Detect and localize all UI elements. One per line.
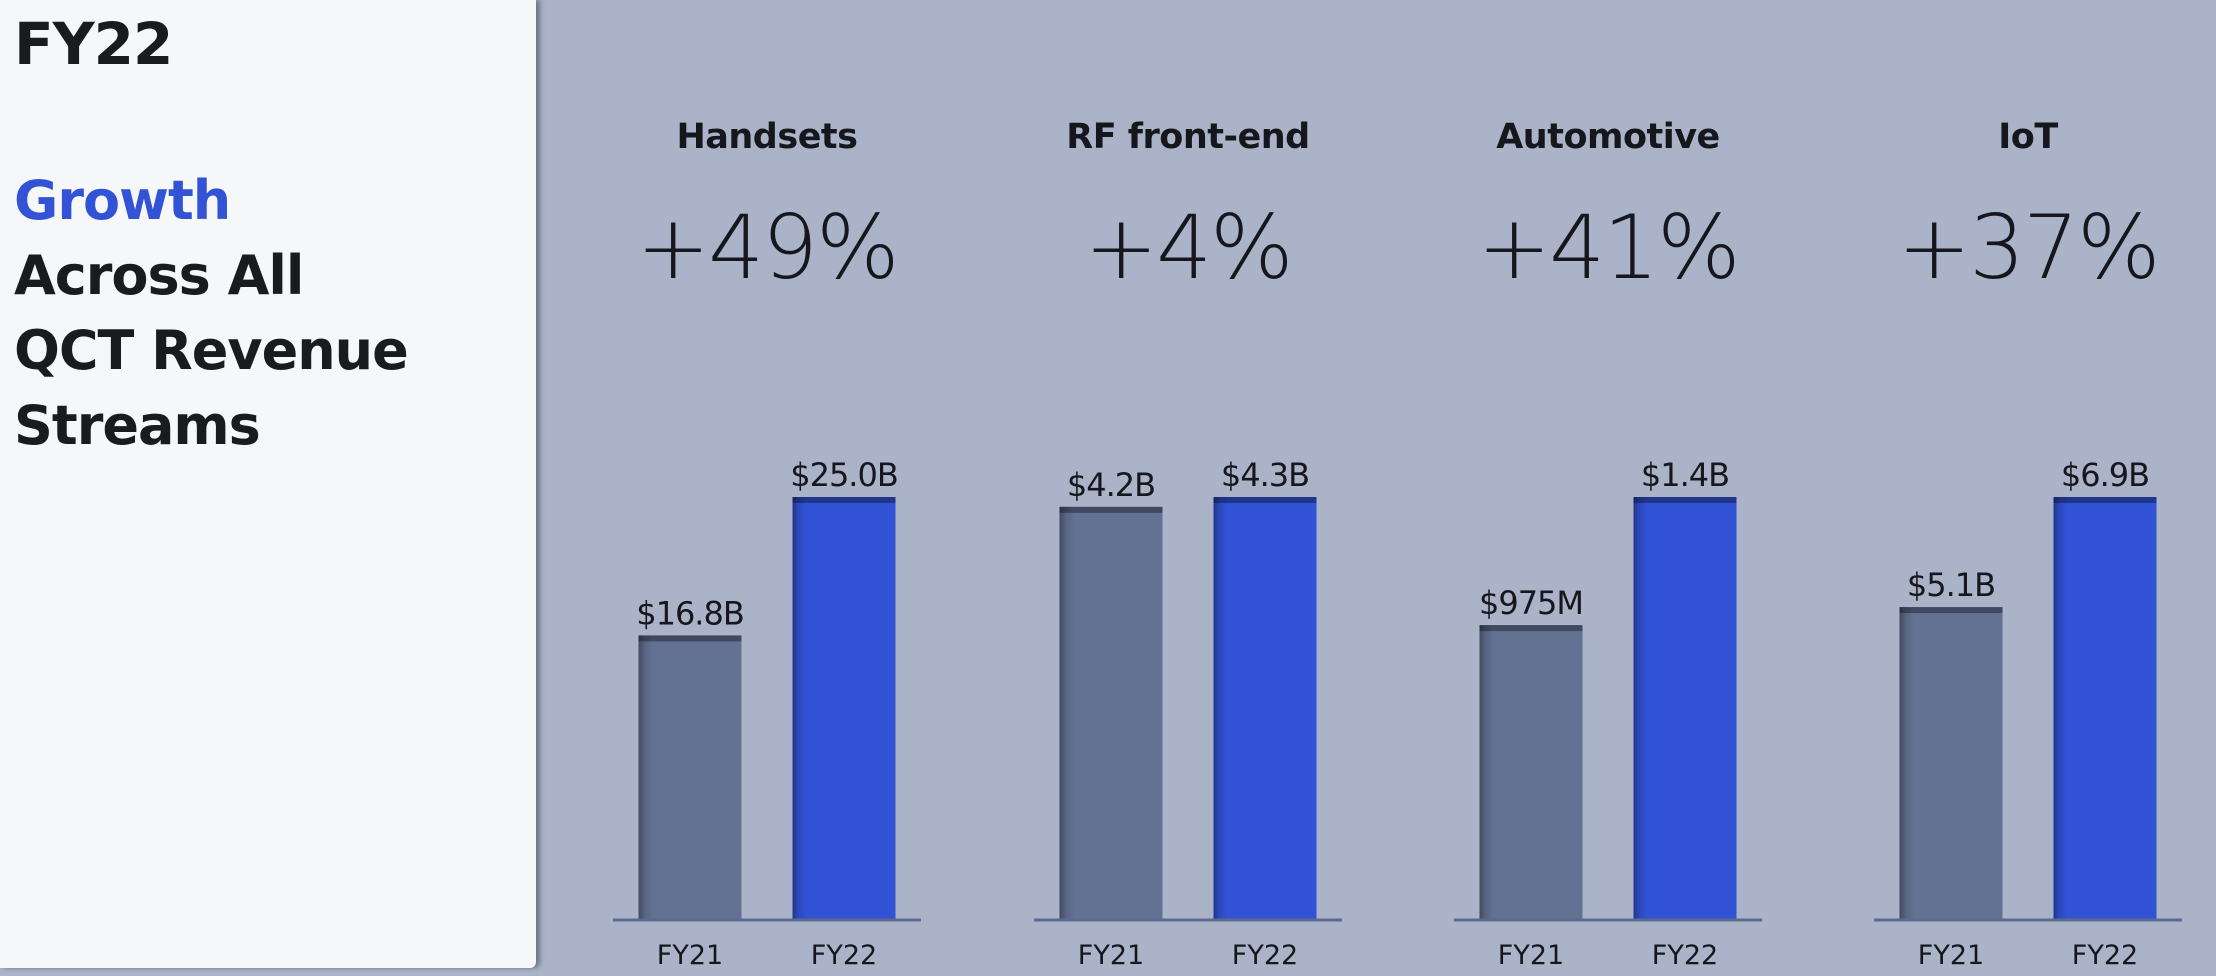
bar-top-edge-iot-fy21 <box>1899 607 2003 614</box>
tick-label-automotive-fy21: FY21 <box>1498 940 1564 971</box>
tick-label-iot-fy22: FY22 <box>2072 940 2138 971</box>
bar-shade-iot-fy22 <box>2053 497 2157 919</box>
growth-percent-handsets: +49% <box>636 196 897 299</box>
data-label-rf-front-end-fy21: $4.2B <box>1067 466 1155 504</box>
bar-top-edge-automotive-fy21 <box>1479 625 1583 632</box>
chart-title-handsets: Handsets <box>676 117 857 157</box>
bar-top-edge-rf-front-end-fy22 <box>1213 497 1317 503</box>
headline-line-1: Across All <box>14 244 304 307</box>
data-label-rf-front-end-fy22: $4.3B <box>1221 456 1309 494</box>
bar-top-edge-handsets-fy21 <box>638 635 742 642</box>
tick-label-automotive-fy22: FY22 <box>1652 940 1718 971</box>
bar-shade-automotive-fy21 <box>1479 625 1583 919</box>
data-label-handsets-fy21: $16.8B <box>636 594 744 632</box>
bar-top-edge-handsets-fy22 <box>792 497 896 503</box>
tick-label-handsets-fy22: FY22 <box>811 940 877 971</box>
chart-title-automotive: Automotive <box>1496 117 1720 157</box>
data-label-automotive-fy21: $975M <box>1479 584 1583 622</box>
bar-shade-handsets-fy21 <box>638 635 742 919</box>
headline-accent: Growth <box>14 169 231 232</box>
tick-label-iot-fy21: FY21 <box>1918 940 1984 971</box>
headline: Growth Across All QCT Revenue Streams <box>14 163 409 463</box>
bar-shade-handsets-fy22 <box>792 497 896 919</box>
bar-top-edge-automotive-fy22 <box>1633 497 1737 503</box>
chart-title-iot: IoT <box>1998 117 2058 157</box>
chart-title-rf-front-end: RF front-end <box>1066 117 1309 157</box>
fiscal-year-label: FY22 <box>14 10 173 78</box>
chart-group-iot: IoT +37% $5.1B FY21 $6.9B FY22 <box>1874 117 2182 971</box>
growth-percent-iot: +37% <box>1897 196 2158 299</box>
bar-top-edge-rf-front-end-fy21 <box>1059 506 1163 513</box>
data-label-handsets-fy22: $25.0B <box>790 456 898 494</box>
bar-shade-automotive-fy22 <box>1633 497 1737 919</box>
chart-group-handsets: Handsets +49% $16.8B FY21 $25.0B FY22 <box>613 117 921 971</box>
tick-label-rf-front-end-fy22: FY22 <box>1232 940 1298 971</box>
bar-top-edge-iot-fy22 <box>2053 497 2157 503</box>
bar-shade-rf-front-end-fy21 <box>1059 506 1163 919</box>
headline-line-2: QCT Revenue <box>14 319 409 382</box>
bar-shade-iot-fy21 <box>1899 607 2003 919</box>
tick-label-handsets-fy21: FY21 <box>657 940 723 971</box>
tick-label-rf-front-end-fy21: FY21 <box>1078 940 1144 971</box>
data-label-automotive-fy22: $1.4B <box>1641 456 1729 494</box>
data-label-iot-fy21: $5.1B <box>1907 566 1995 604</box>
growth-percent-automotive: +41% <box>1477 196 1738 299</box>
chart-group-automotive: Automotive +41% $975M FY21 $1.4B FY22 <box>1454 117 1762 971</box>
chart-group-rf-front-end: RF front-end +4% $4.2B FY21 $4.3B FY22 <box>1034 117 1342 971</box>
bar-shade-rf-front-end-fy22 <box>1213 497 1317 919</box>
headline-line-3: Streams <box>14 394 261 457</box>
growth-percent-rf-front-end: +4% <box>1084 196 1291 299</box>
left-panel: FY22 Growth Across All QCT Revenue Strea… <box>0 0 536 968</box>
data-label-iot-fy22: $6.9B <box>2061 456 2149 494</box>
